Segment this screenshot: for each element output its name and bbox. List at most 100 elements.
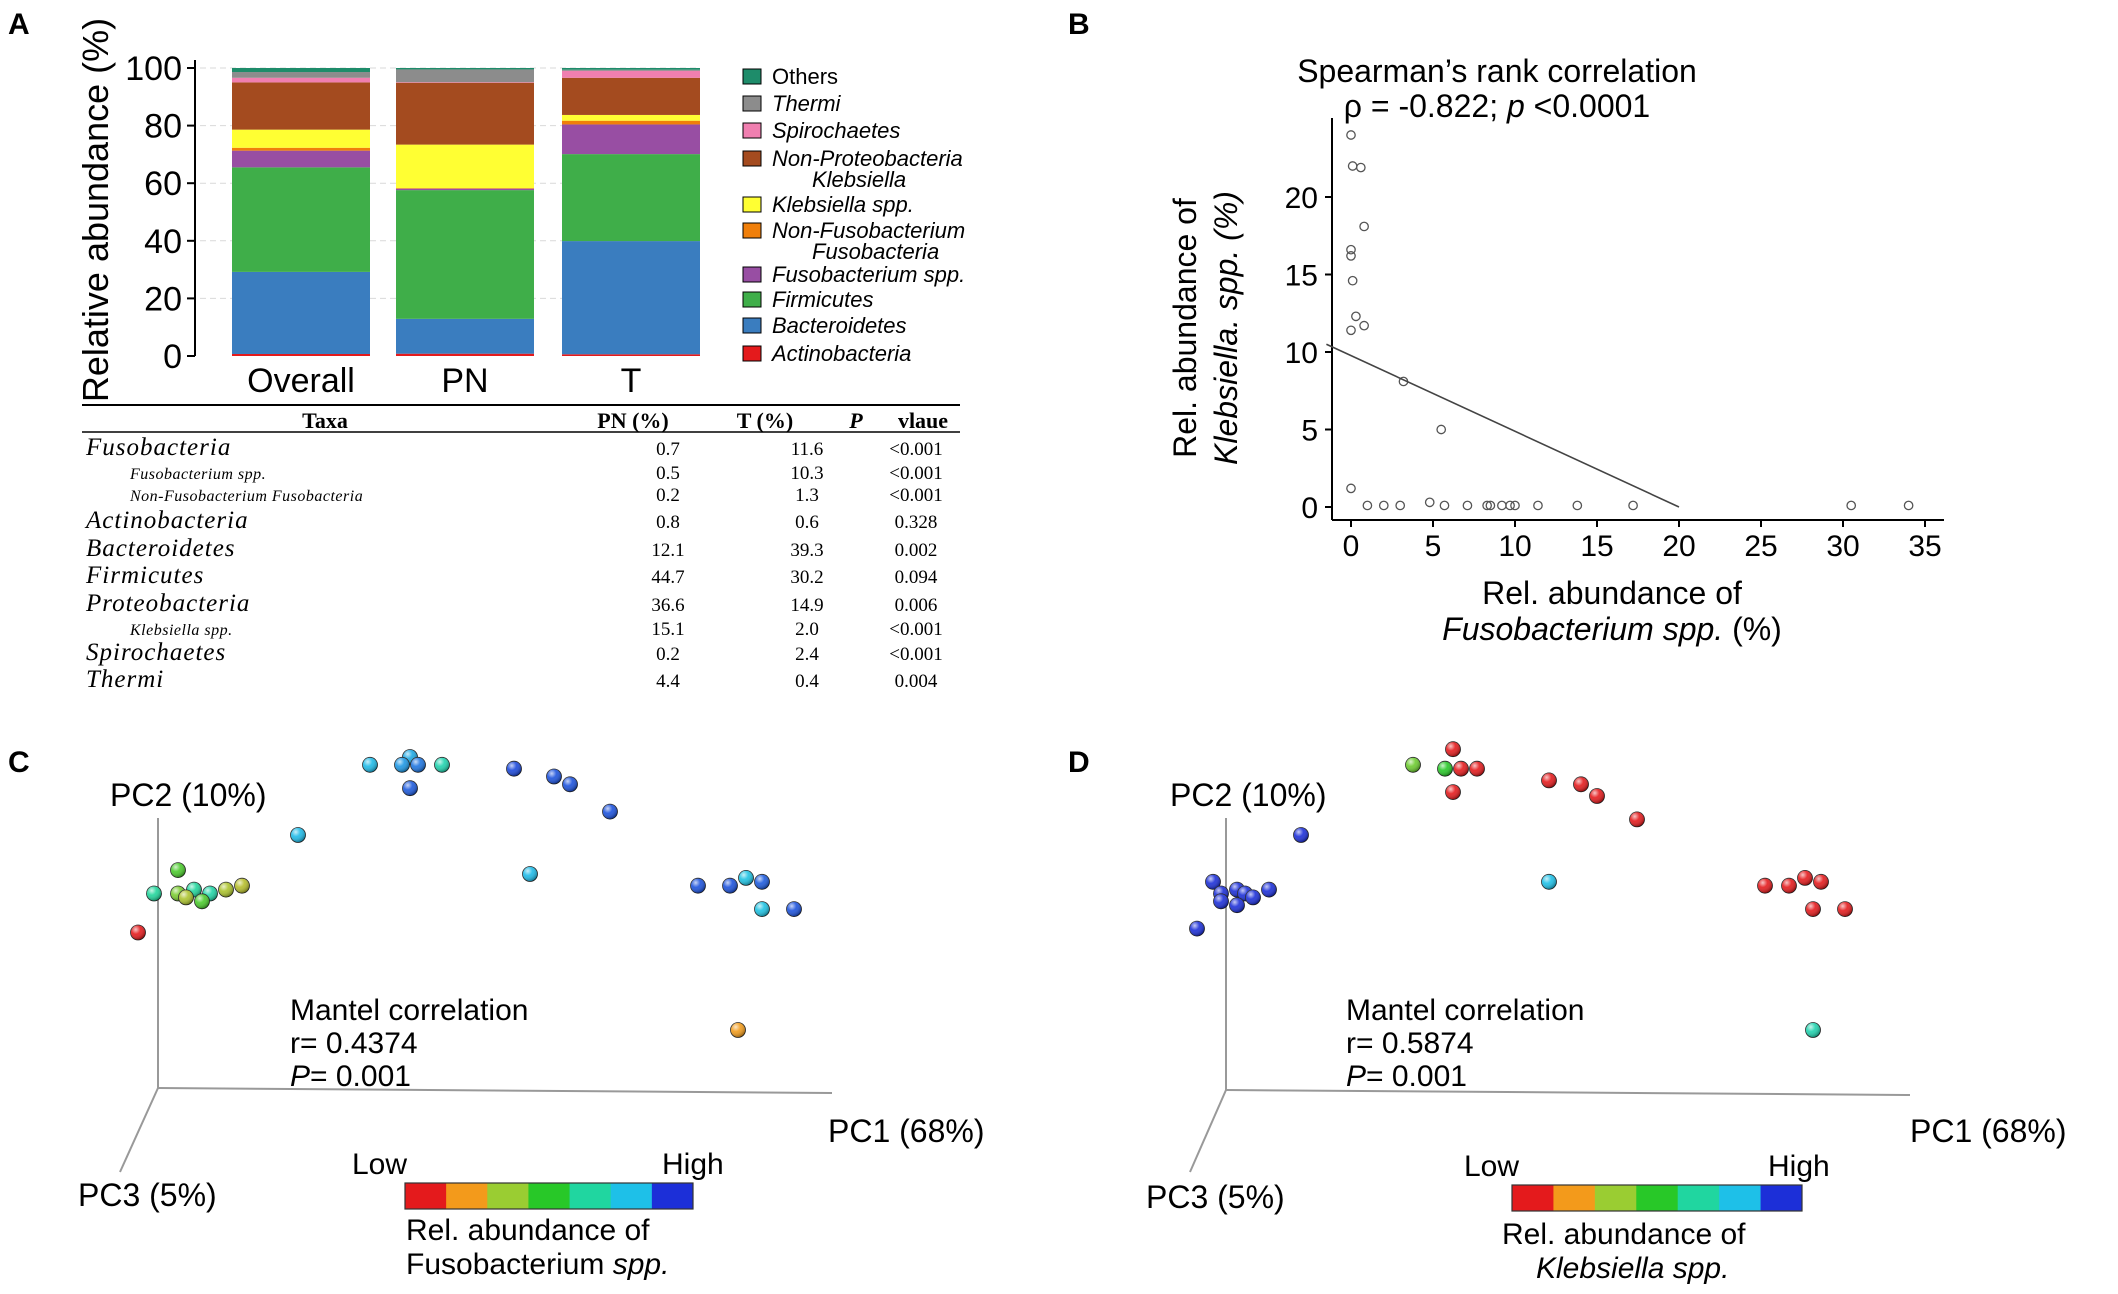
bar-segment-klebsiella-spp- bbox=[232, 129, 370, 148]
panel-d-pcoa-plot: PC2 (10%) PC1 (68%) PC3 (5%) Mantel corr… bbox=[1146, 741, 2067, 1285]
pcoa-point-shading bbox=[1541, 874, 1557, 890]
pcoa-point-shading bbox=[1797, 870, 1813, 886]
pcoa-point-shading bbox=[402, 780, 418, 796]
legend-swatch bbox=[742, 291, 762, 308]
panel-d-pc3-axis bbox=[1189, 1089, 1227, 1173]
table-cell-pn: 0.5 bbox=[656, 463, 680, 484]
table-cell-t: 1.3 bbox=[795, 485, 819, 506]
bar-segment-actinobacteria bbox=[232, 353, 370, 356]
panel-b-point bbox=[1436, 424, 1447, 435]
pcoa-point-shading bbox=[522, 866, 538, 882]
legend-swatch bbox=[742, 266, 762, 283]
panel-b-point bbox=[1482, 500, 1492, 511]
bar-segment-bacteroidetes bbox=[562, 241, 700, 355]
bar-segment-spirochaetes bbox=[232, 77, 370, 83]
panel-a-ytick-label: 0 bbox=[163, 338, 182, 376]
colorbar-segment bbox=[528, 1183, 571, 1209]
panel-d-colorbar-label-line2: Klebsiella spp. bbox=[1536, 1252, 1729, 1285]
legend-swatch bbox=[742, 196, 762, 213]
table-cell-p: <0.001 bbox=[889, 439, 942, 460]
bar-segment-non-proteobacteria-klebsiella bbox=[232, 82, 370, 130]
panel-c-mantel-title: Mantel correlation bbox=[290, 994, 528, 1027]
table-cell-pn: 36.6 bbox=[651, 595, 684, 616]
table-cell-taxa: Spirochaetes bbox=[86, 639, 226, 666]
table-cell-p: 0.002 bbox=[895, 540, 938, 561]
panel-c-colorbar-low: Low bbox=[352, 1148, 407, 1181]
panel-c-pc1-axis bbox=[157, 1087, 833, 1094]
panel-b-xtick-label: 20 bbox=[1662, 530, 1695, 563]
panel-b-xtick-label: 15 bbox=[1580, 530, 1613, 563]
pcoa-point-shading bbox=[1453, 761, 1469, 777]
panel-b-point bbox=[1533, 500, 1543, 511]
table-cell-pn: 15.1 bbox=[651, 619, 684, 640]
pcoa-point-shading bbox=[730, 1022, 746, 1038]
colorbar-segment bbox=[1719, 1185, 1762, 1211]
bar-segment-others bbox=[562, 68, 700, 70]
bar-segment-bacteroidetes bbox=[396, 318, 534, 354]
pcoa-point-shading bbox=[1437, 761, 1453, 777]
panel-b-xtick-label: 25 bbox=[1744, 530, 1777, 563]
pcoa-point-shading bbox=[1813, 874, 1829, 890]
pcoa-point-shading bbox=[690, 878, 706, 894]
panel-b-xtick-label: 30 bbox=[1826, 530, 1859, 563]
table-cell-taxa: Klebsiella spp. bbox=[129, 622, 233, 639]
panel-c-colorbar bbox=[404, 1182, 694, 1210]
colorbar-segment bbox=[651, 1183, 694, 1209]
table-cell-t: 39.3 bbox=[790, 540, 823, 561]
table-header-taxa: Taxa bbox=[302, 408, 348, 433]
panel-b-point bbox=[1439, 500, 1450, 511]
pcoa-point-shading bbox=[546, 769, 562, 784]
panel-d-pc1-axis bbox=[1225, 1089, 1911, 1096]
panel-c-colorbar-label-line2: Fusobacterium spp. bbox=[406, 1248, 669, 1281]
colorbar-segment bbox=[1760, 1185, 1803, 1211]
table-cell-p: <0.001 bbox=[889, 463, 942, 484]
legend-swatch bbox=[742, 222, 762, 239]
panel-b-xtick-label: 35 bbox=[1908, 530, 1941, 563]
panel-d-mantel-title: Mantel correlation bbox=[1346, 994, 1584, 1027]
panel-c-colorbar-high: High bbox=[662, 1148, 724, 1181]
panel-b-point bbox=[1347, 275, 1358, 286]
pcoa-point-shading bbox=[1445, 741, 1461, 757]
pcoa-point-shading bbox=[1541, 772, 1557, 788]
table-cell-taxa: Bacteroidetes bbox=[86, 535, 236, 562]
table-cell-taxa: Actinobacteria bbox=[84, 507, 249, 534]
panel-a-ytick-label: 60 bbox=[144, 165, 182, 203]
pcoa-point-shading bbox=[1629, 811, 1645, 827]
panel-d-mantel-r: r= 0.5874 bbox=[1346, 1027, 1474, 1060]
panel-b-point bbox=[1497, 500, 1507, 511]
table-cell-t: 2.0 bbox=[795, 619, 819, 640]
legend-label-line2: Klebsiella bbox=[812, 167, 906, 192]
panel-c-colorbar-label-line1: Rel. abundance of bbox=[406, 1214, 650, 1247]
bar-segment-bacteroidetes bbox=[232, 271, 370, 354]
pcoa-point-shading bbox=[1213, 893, 1229, 909]
pcoa-point-shading bbox=[786, 901, 802, 917]
panel-a-ytick-label: 100 bbox=[125, 50, 182, 88]
pcoa-point-shading bbox=[410, 757, 426, 773]
table-cell-taxa: Firmicutes bbox=[85, 562, 204, 589]
table-cell-pn: 12.1 bbox=[651, 540, 684, 561]
panel-c-mantel-p: P= 0.001 bbox=[290, 1060, 411, 1093]
table-cell-p: 0.006 bbox=[895, 595, 938, 616]
pcoa-point-shading bbox=[754, 901, 770, 917]
panel-label-c: C bbox=[8, 746, 30, 779]
legend-swatch bbox=[742, 95, 762, 112]
pcoa-point-shading bbox=[234, 878, 250, 894]
pcoa-point-shading bbox=[1781, 878, 1797, 894]
panel-a-ylabel: Relative abundance (%) bbox=[75, 18, 116, 402]
table-header-p: P bbox=[848, 408, 863, 433]
colorbar-segment bbox=[1553, 1185, 1596, 1211]
colorbar-frame bbox=[404, 1182, 694, 1210]
pcoa-point-shading bbox=[1469, 761, 1485, 777]
panel-a-xtick-label: PN bbox=[441, 362, 488, 400]
pcoa-point-shading bbox=[1229, 897, 1245, 913]
panel-b-xlabel-line1: Rel. abundance of bbox=[1482, 575, 1742, 611]
panel-b-ytick-label: 10 bbox=[1285, 337, 1318, 370]
colorbar-segment bbox=[569, 1183, 612, 1209]
panel-b-ylabel-line2: Klebsiella. spp. (%) bbox=[1208, 191, 1244, 465]
pcoa-point-shading bbox=[362, 757, 378, 773]
table-cell-p: <0.001 bbox=[889, 644, 942, 665]
pcoa-point-shading bbox=[194, 893, 210, 909]
panel-a-table: Taxa PN (%) T (%) P vlaue Fusobacteria 0.… bbox=[82, 404, 960, 693]
pcoa-point-shading bbox=[1189, 921, 1205, 937]
panel-b-regression-line bbox=[1326, 343, 1680, 508]
